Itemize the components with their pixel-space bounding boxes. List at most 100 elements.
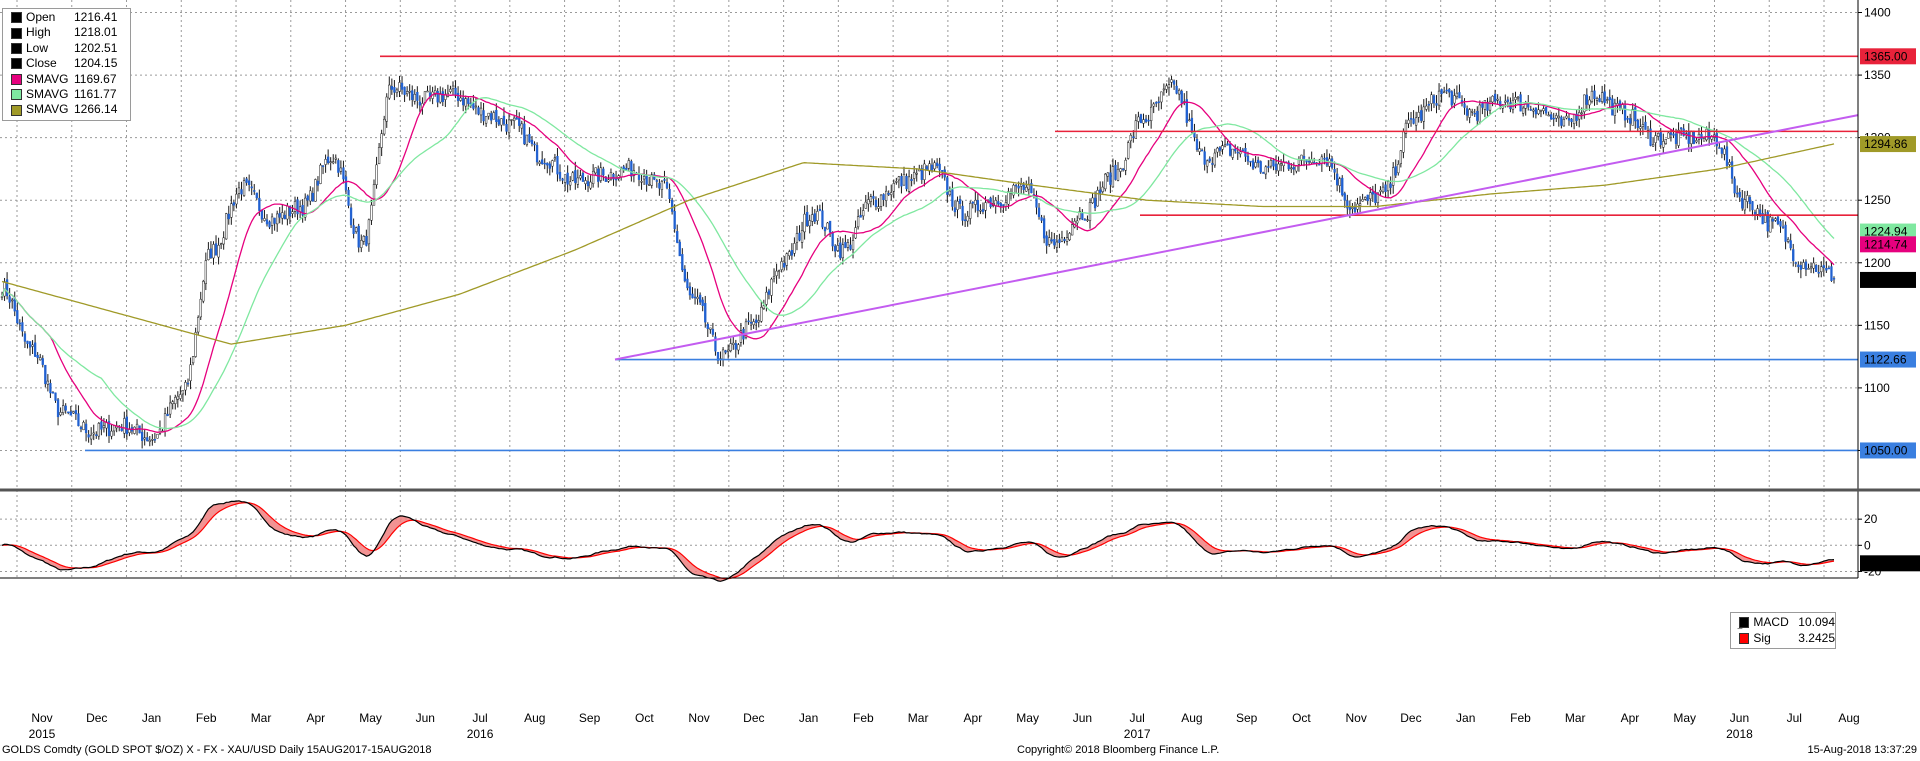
- candle-body: [1667, 132, 1670, 139]
- candle-body: [459, 97, 462, 101]
- candle-body: [1012, 184, 1015, 196]
- candle-body: [380, 133, 383, 148]
- candle-body: [1427, 104, 1431, 106]
- collapse-icon[interactable]: −: [1737, 624, 1743, 635]
- candle-body: [222, 237, 225, 245]
- candle-body: [882, 194, 885, 201]
- candle-body: [1307, 160, 1311, 163]
- candle-body: [314, 179, 317, 202]
- candle-body: [349, 207, 353, 226]
- candle-body: [1453, 95, 1456, 104]
- candle-body: [1111, 166, 1115, 188]
- candle-body: [574, 170, 577, 183]
- candle-body: [492, 112, 495, 120]
- price-legend-row: High 1218.01: [3, 25, 130, 40]
- candle-body: [732, 342, 735, 345]
- candle-body: [1672, 133, 1675, 136]
- y-tick-label: 20: [1864, 512, 1878, 526]
- legend-name: SMAVG: [26, 102, 69, 117]
- candle-body: [434, 90, 437, 95]
- candle-body: [176, 395, 179, 400]
- candle-body: [31, 344, 34, 347]
- candle-body: [1781, 226, 1785, 228]
- candle-body: [512, 117, 516, 122]
- candle-body: [1101, 186, 1104, 192]
- candle-body: [16, 310, 19, 324]
- candle-body: [767, 290, 771, 295]
- candle-body: [451, 85, 455, 90]
- candle-body: [1702, 138, 1706, 142]
- candle-body: [1129, 134, 1132, 142]
- candle-body: [525, 134, 529, 146]
- y-tick-label: 1200: [1864, 256, 1891, 270]
- candle-body: [367, 219, 371, 245]
- candle-body: [1333, 168, 1336, 173]
- candle-body: [1147, 119, 1150, 122]
- candle-body: [1412, 118, 1415, 124]
- x-tick-label: Sep: [1236, 711, 1258, 725]
- macd-layer: [1, 500, 1835, 582]
- candle-body: [1216, 147, 1219, 153]
- candle-body: [1055, 241, 1059, 248]
- candle-body: [1343, 193, 1346, 201]
- candle-body: [1397, 164, 1400, 174]
- candle-body: [1251, 160, 1255, 169]
- candle-body: [1157, 101, 1160, 103]
- candle-body: [915, 172, 918, 175]
- candle-body: [907, 176, 911, 192]
- candle-body: [21, 322, 24, 332]
- candle-body: [663, 179, 666, 181]
- candle-body: [62, 405, 65, 413]
- candle-body: [495, 109, 498, 122]
- candle-body: [464, 98, 467, 107]
- candle-body: [729, 343, 732, 352]
- candle-body: [737, 344, 740, 351]
- candle-body: [270, 216, 274, 226]
- candle-body: [365, 236, 368, 246]
- candle-body: [1279, 163, 1283, 166]
- x-tick-label: Mar: [251, 711, 272, 725]
- candle-body: [935, 162, 939, 167]
- candle-body: [1081, 213, 1084, 220]
- candle-body: [64, 405, 67, 411]
- candle-body: [156, 433, 159, 439]
- candle-body: [1351, 207, 1354, 210]
- candle-body: [981, 208, 985, 212]
- candle-body: [39, 357, 42, 361]
- candle-body: [1595, 98, 1599, 101]
- candle-body: [1590, 90, 1594, 102]
- candle-body: [971, 201, 974, 204]
- candle-body: [793, 243, 796, 254]
- candle-body: [777, 270, 781, 272]
- candle-body: [332, 161, 335, 164]
- candle-body: [872, 196, 875, 199]
- candle-body: [1437, 90, 1441, 106]
- candle-body: [143, 437, 146, 440]
- candle-body: [1728, 162, 1731, 165]
- candle-body: [296, 199, 299, 215]
- legend-value: 1204.15: [74, 56, 118, 71]
- candle-body: [112, 425, 116, 432]
- candle-body: [614, 178, 618, 181]
- candle-body: [319, 164, 322, 184]
- candle-body: [1241, 149, 1245, 152]
- candle-body: [1572, 114, 1576, 124]
- candle-body: [938, 163, 941, 171]
- candle-body: [1715, 132, 1718, 147]
- candle-body: [650, 174, 653, 186]
- candle-body: [1068, 233, 1071, 240]
- candle-body: [441, 91, 444, 102]
- x-tick-label: Sep: [579, 711, 601, 725]
- candle-body: [966, 215, 969, 222]
- candle-body: [693, 296, 697, 299]
- candle-body: [74, 410, 78, 415]
- candle-body: [535, 145, 539, 163]
- candle-body: [375, 164, 378, 186]
- candle-body: [1613, 102, 1617, 116]
- candle-body: [1417, 112, 1420, 118]
- candle-body: [1185, 99, 1188, 123]
- candle-body: [1119, 168, 1122, 172]
- candle-body: [612, 173, 615, 180]
- candle-body: [686, 278, 689, 289]
- candle-body: [803, 213, 806, 233]
